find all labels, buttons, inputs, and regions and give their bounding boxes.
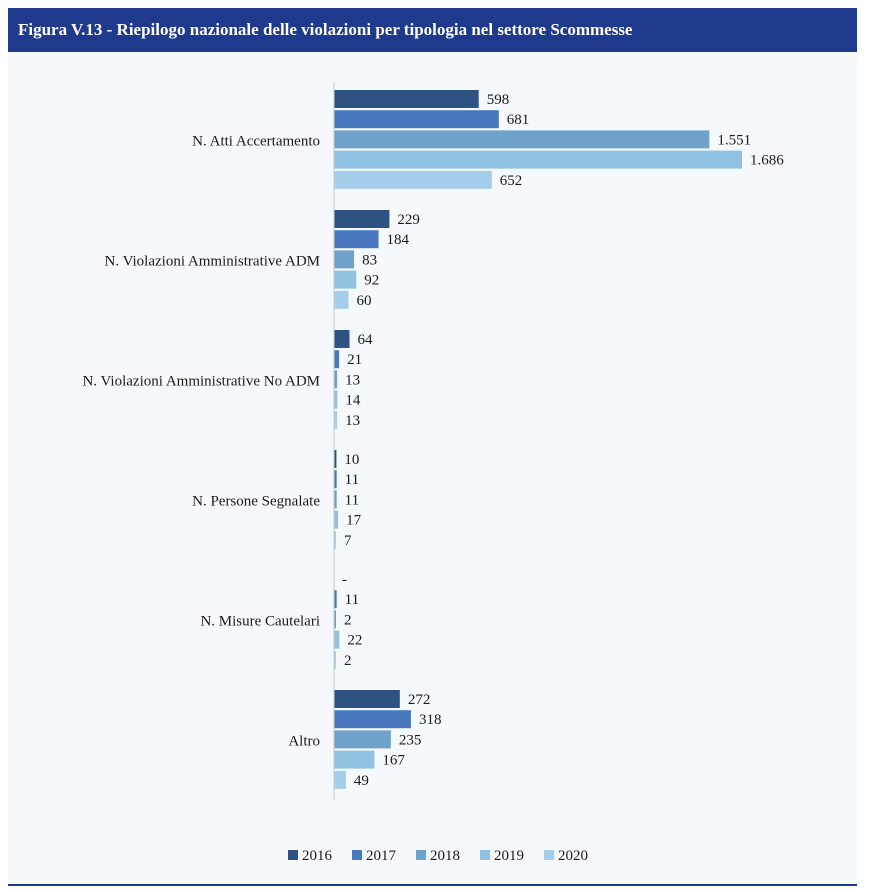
bar-altro-2019 (334, 750, 375, 769)
figure-title: Figura V.13 - Riepilogo nazionale delle … (18, 20, 633, 39)
value-label-n-atti-accertamento-2016: 598 (487, 92, 510, 108)
legend-label-2017: 2017 (366, 848, 397, 864)
value-label-n-violazioni-amministrative-adm-2016: 229 (397, 212, 420, 228)
value-label-n-violazioni-amministrative-no-adm-2019: 14 (345, 393, 361, 409)
category-label-n-atti-accertamento: N. Atti Accertamento (192, 134, 320, 150)
value-label-n-persone-segnalate-2020: 7 (344, 533, 352, 549)
bar-n-violazioni-amministrative-adm-2017 (334, 230, 379, 249)
bar-n-violazioni-amministrative-no-adm-2018 (334, 370, 338, 389)
legend-swatch-2018 (416, 850, 426, 860)
bar-n-violazioni-amministrative-adm-2020 (334, 290, 349, 309)
value-label-n-misure-cautelari-2020: 2 (344, 653, 352, 669)
bar-n-violazioni-amministrative-adm-2019 (334, 270, 357, 289)
bar-n-atti-accertamento-2019 (334, 150, 742, 169)
legend-label-2020: 2020 (558, 848, 588, 864)
category-label-n-misure-cautelari: N. Misure Cautelari (200, 614, 320, 630)
legend-swatch-2016 (288, 850, 298, 860)
bar-n-misure-cautelari-2018 (334, 610, 336, 629)
bar-n-misure-cautelari-2017 (334, 590, 337, 609)
value-label-n-persone-segnalate-2016: 10 (344, 452, 359, 468)
value-label-n-violazioni-amministrative-adm-2020: 60 (357, 293, 372, 309)
bar-altro-2020 (334, 770, 346, 789)
value-label-n-violazioni-amministrative-adm-2019: 92 (364, 273, 379, 289)
value-label-n-misure-cautelari-2019: 22 (347, 633, 362, 649)
legend-label-2018: 2018 (430, 848, 460, 864)
bar-n-violazioni-amministrative-no-adm-2016 (334, 330, 350, 348)
legend-label-2016: 2016 (302, 848, 333, 864)
bar-altro-2017 (334, 710, 411, 729)
value-label-n-atti-accertamento-2020: 652 (500, 173, 523, 189)
legend-label-2019: 2019 (494, 848, 524, 864)
category-label-n-persone-segnalate: N. Persone Segnalate (192, 494, 320, 510)
value-label-n-violazioni-amministrative-no-adm-2016: 64 (357, 332, 373, 348)
bar-n-violazioni-amministrative-no-adm-2020 (334, 410, 338, 429)
chart-panel (8, 52, 857, 884)
legend-swatch-2020 (544, 850, 554, 860)
figure-header: Figura V.13 - Riepilogo nazionale delle … (8, 8, 857, 52)
value-label-n-violazioni-amministrative-adm-2018: 83 (362, 252, 377, 268)
value-label-altro-2020: 49 (354, 773, 369, 789)
bar-n-atti-accertamento-2017 (334, 110, 499, 129)
bar-n-atti-accertamento-2016 (334, 90, 479, 108)
bottom-divider (8, 884, 857, 886)
value-label-n-persone-segnalate-2019: 17 (346, 513, 362, 529)
bar-altro-2016 (334, 690, 400, 708)
value-label-n-violazioni-amministrative-no-adm-2018: 13 (345, 372, 360, 388)
value-label-altro-2018: 235 (399, 732, 422, 748)
legend-swatch-2017 (352, 850, 362, 860)
value-label-n-persone-segnalate-2017: 11 (345, 472, 359, 488)
bar-n-misure-cautelari-2020 (334, 650, 336, 669)
legend-swatch-2019 (480, 850, 490, 860)
bar-n-persone-segnalate-2018 (334, 490, 337, 509)
bar-n-persone-segnalate-2016 (334, 450, 337, 468)
bar-altro-2018 (334, 730, 391, 749)
value-label-n-violazioni-amministrative-adm-2017: 184 (387, 232, 410, 248)
bar-n-persone-segnalate-2019 (334, 510, 339, 529)
value-label-altro-2019: 167 (382, 753, 405, 769)
value-label-n-misure-cautelari-2017: 11 (345, 592, 359, 608)
value-label-n-misure-cautelari-2018: 2 (344, 612, 352, 628)
value-label-altro-2016: 272 (408, 692, 431, 708)
value-label-n-violazioni-amministrative-no-adm-2017: 21 (347, 352, 362, 368)
bar-n-persone-segnalate-2017 (334, 470, 337, 489)
value-label-n-violazioni-amministrative-no-adm-2020: 13 (345, 413, 360, 429)
value-label-n-misure-cautelari-2016: - (342, 572, 347, 588)
bar-n-violazioni-amministrative-no-adm-2019 (334, 390, 338, 409)
bars (334, 90, 742, 789)
bar-n-atti-accertamento-2020 (334, 170, 492, 189)
bar-n-violazioni-amministrative-adm-2016 (334, 210, 390, 228)
value-label-n-atti-accertamento-2019: 1.686 (750, 153, 784, 169)
category-label-altro: Altro (288, 734, 320, 750)
value-labels: 598 681 1.551 1.686 652 229 184 83 92 60 64 21 13 14 1… (342, 92, 784, 789)
legend: 2016 2017 2018 2019 2020 (288, 848, 588, 864)
bar-n-persone-segnalate-2020 (334, 530, 336, 549)
category-label-n-violazioni-amministrative-no-adm: N. Violazioni Amministrative No ADM (82, 374, 320, 390)
value-label-n-atti-accertamento-2018: 1.551 (717, 132, 751, 148)
category-labels: N. Atti Accertamento N. Violazioni Ammini… (82, 134, 320, 750)
bar-n-misure-cautelari-2019 (334, 630, 340, 649)
bar-n-violazioni-amministrative-adm-2018 (334, 250, 355, 269)
bar-n-violazioni-amministrative-no-adm-2017 (334, 350, 340, 369)
category-label-n-violazioni-amministrative-adm: N. Violazioni Amministrative ADM (105, 254, 320, 270)
value-label-n-persone-segnalate-2018: 11 (345, 492, 359, 508)
bar-n-atti-accertamento-2018 (334, 130, 710, 149)
value-label-n-atti-accertamento-2017: 681 (507, 112, 529, 128)
value-label-altro-2017: 318 (419, 712, 442, 728)
